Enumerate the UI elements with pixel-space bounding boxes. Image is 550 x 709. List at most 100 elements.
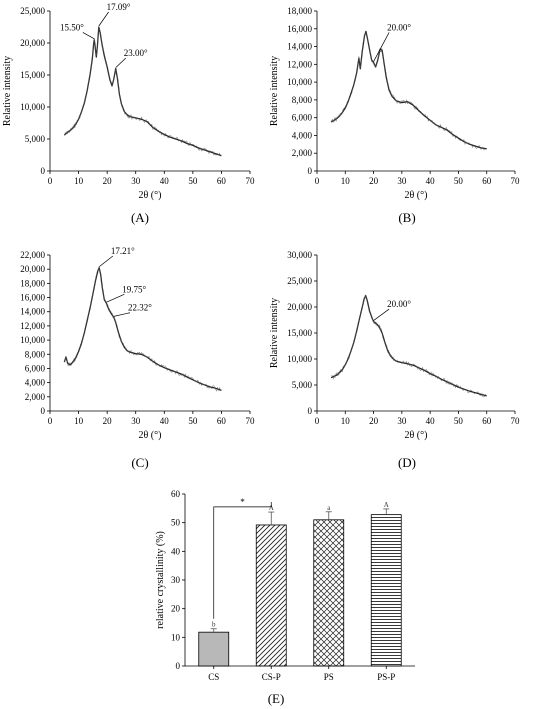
y-tick-label-d-3: 15,000 bbox=[287, 328, 312, 338]
series-noise-d-0 bbox=[330, 294, 487, 398]
y-tick-label-a-4: 20,000 bbox=[20, 38, 45, 48]
x-tick-label-c-7: 70 bbox=[246, 416, 256, 426]
annotation-label-a-1: 17.09° bbox=[107, 2, 131, 12]
x-tick-label-c-2: 20 bbox=[103, 416, 113, 426]
x-tick-label-b-6: 60 bbox=[482, 176, 492, 186]
x-tick-label-a-2: 20 bbox=[103, 176, 113, 186]
y-tick-label-c-3: 6,000 bbox=[25, 363, 46, 373]
y-tick-label-c-8: 16,000 bbox=[20, 293, 45, 303]
x-tick-label-cs: CS bbox=[208, 672, 219, 682]
series-noise-b-0 bbox=[330, 31, 486, 151]
x-tick-label-b-7: 70 bbox=[511, 176, 521, 186]
x-tick-label-c-5: 50 bbox=[188, 416, 198, 426]
panel-label-b: (B) bbox=[398, 210, 415, 225]
chart-panel-e: (E) 0 10 20 30 40 50 60 relative crystallinity … bbox=[155, 489, 415, 706]
y-tick-label-c-1: 2,000 bbox=[25, 392, 46, 402]
x-tick-label-b-4: 40 bbox=[426, 176, 436, 186]
significance-letter-cs: b bbox=[212, 621, 216, 629]
x-tick-label-b-3: 30 bbox=[397, 176, 407, 186]
annotation-arrow-a-0 bbox=[82, 32, 95, 40]
x-tick-label-d-6: 60 bbox=[482, 416, 492, 426]
x-tick-label-a-7: 70 bbox=[246, 176, 256, 186]
y-tick-label-d-5: 25,000 bbox=[287, 276, 312, 286]
x-tick-label-d-0: 0 bbox=[315, 416, 320, 426]
y-tick-label-d-1: 5,000 bbox=[292, 380, 313, 390]
x-tick-label-a-1: 10 bbox=[74, 176, 84, 186]
annotation-label-c-0: 17.21° bbox=[111, 246, 135, 256]
x-tick-label-ps: PS bbox=[324, 672, 334, 682]
x-axis-title-a: 2θ (°) bbox=[139, 190, 162, 201]
x-tick-label-ps-p: PS-P bbox=[377, 672, 395, 682]
significance-star: * bbox=[240, 497, 245, 507]
y-tick-label-c-0: 0 bbox=[41, 406, 46, 416]
x-tick-label-d-2: 20 bbox=[369, 416, 379, 426]
y-tick-label-b-7: 14,000 bbox=[287, 42, 312, 52]
y-tick-label-c-2: 4,000 bbox=[25, 378, 46, 388]
annotation-label-a-2: 23.00° bbox=[124, 48, 148, 58]
y-tick-label-a-2: 10,000 bbox=[20, 102, 45, 112]
chart-panel-c: (C) 0 2,000 4,000 6,000 8,000 10,000 12,000 14,… bbox=[20, 246, 255, 470]
annotation-label-d-0: 20.00° bbox=[387, 299, 411, 309]
x-tick-label-d-4: 40 bbox=[426, 416, 436, 426]
x-tick-label-c-4: 40 bbox=[160, 416, 170, 426]
panel-label-e: (E) bbox=[268, 691, 285, 706]
y-tick-label-b-0: 0 bbox=[308, 166, 313, 176]
x-tick-label-d-5: 50 bbox=[454, 416, 464, 426]
x-tick-label-c-6: 60 bbox=[217, 416, 227, 426]
panel-label-a: (A) bbox=[131, 210, 149, 225]
annotation-label-c-2: 22.32° bbox=[128, 303, 152, 313]
chart-panel-b: (B) 0 2,000 4,000 6,000 8,000 10,000 12,000 14,… bbox=[269, 6, 520, 225]
y-tick-label-d-6: 30,000 bbox=[287, 250, 312, 260]
x-tick-label-b-1: 10 bbox=[341, 176, 351, 186]
y-tick-label-d-4: 20,000 bbox=[287, 302, 312, 312]
series-line-d-0 bbox=[330, 294, 487, 397]
y-tick-label-c-5: 10,000 bbox=[20, 335, 45, 345]
x-tick-label-c-1: 10 bbox=[74, 416, 84, 426]
y-axis-title-b: Relative intensity bbox=[269, 56, 280, 126]
y-tick-label-c-4: 8,000 bbox=[25, 349, 46, 359]
chart-panel-d: (D) 0 5,000 10,000 15,000 20,000 25,000 30,000… bbox=[269, 250, 520, 470]
significance-letter-ps: a bbox=[327, 504, 331, 512]
y-tick-label-e-5: 50 bbox=[171, 518, 181, 528]
annotation-arrow-a-2 bbox=[115, 57, 126, 68]
series-line-b-0 bbox=[330, 30, 487, 150]
y-tick-label-b-5: 10,000 bbox=[287, 77, 312, 87]
y-tick-label-b-4: 8,000 bbox=[292, 95, 313, 105]
y-tick-label-c-6: 12,000 bbox=[20, 321, 45, 331]
y-tick-label-a-5: 25,000 bbox=[20, 6, 45, 16]
panel-label-d: (D) bbox=[398, 455, 416, 470]
x-tick-label-d-7: 70 bbox=[511, 416, 521, 426]
y-tick-label-d-0: 0 bbox=[308, 406, 313, 416]
y-tick-label-b-3: 6,000 bbox=[292, 113, 313, 123]
y-tick-label-d-2: 10,000 bbox=[287, 354, 312, 364]
y-tick-label-a-0: 0 bbox=[41, 166, 46, 176]
significance-letter-ps-p: A bbox=[384, 501, 389, 509]
y-tick-label-a-3: 15,000 bbox=[20, 70, 45, 80]
y-tick-label-e-4: 40 bbox=[171, 546, 181, 556]
y-tick-label-e-0: 0 bbox=[176, 661, 181, 671]
y-tick-label-b-9: 18,000 bbox=[287, 6, 312, 16]
x-axis-title-b: 2θ (°) bbox=[405, 190, 428, 201]
x-tick-label-a-3: 30 bbox=[131, 176, 141, 186]
annotation-label-a-0: 15.50° bbox=[60, 22, 84, 32]
bar-ps-p bbox=[370, 514, 402, 667]
y-tick-label-c-7: 14,000 bbox=[20, 307, 45, 317]
series-noise-c-0 bbox=[64, 266, 221, 392]
y-tick-label-b-1: 2,000 bbox=[292, 148, 313, 158]
x-tick-label-b-0: 0 bbox=[315, 176, 320, 186]
x-tick-label-a-4: 40 bbox=[160, 176, 170, 186]
x-tick-label-d-1: 10 bbox=[341, 416, 351, 426]
annotation-label-c-1: 19.75° bbox=[122, 284, 146, 294]
x-tick-label-cs-p: CS-P bbox=[262, 672, 281, 682]
x-tick-label-a-0: 0 bbox=[48, 176, 53, 186]
y-tick-label-c-10: 20,000 bbox=[20, 264, 45, 274]
x-axis-title-d: 2θ (°) bbox=[405, 430, 428, 441]
y-tick-label-b-6: 12,000 bbox=[287, 59, 312, 69]
x-tick-label-d-3: 30 bbox=[397, 416, 407, 426]
y-tick-label-b-2: 4,000 bbox=[292, 130, 313, 140]
x-axis-title-c: 2θ (°) bbox=[139, 430, 162, 441]
significance-letter-cs-p: A bbox=[269, 504, 274, 512]
x-tick-label-a-5: 50 bbox=[188, 176, 198, 186]
x-tick-label-c-0: 0 bbox=[48, 416, 53, 426]
